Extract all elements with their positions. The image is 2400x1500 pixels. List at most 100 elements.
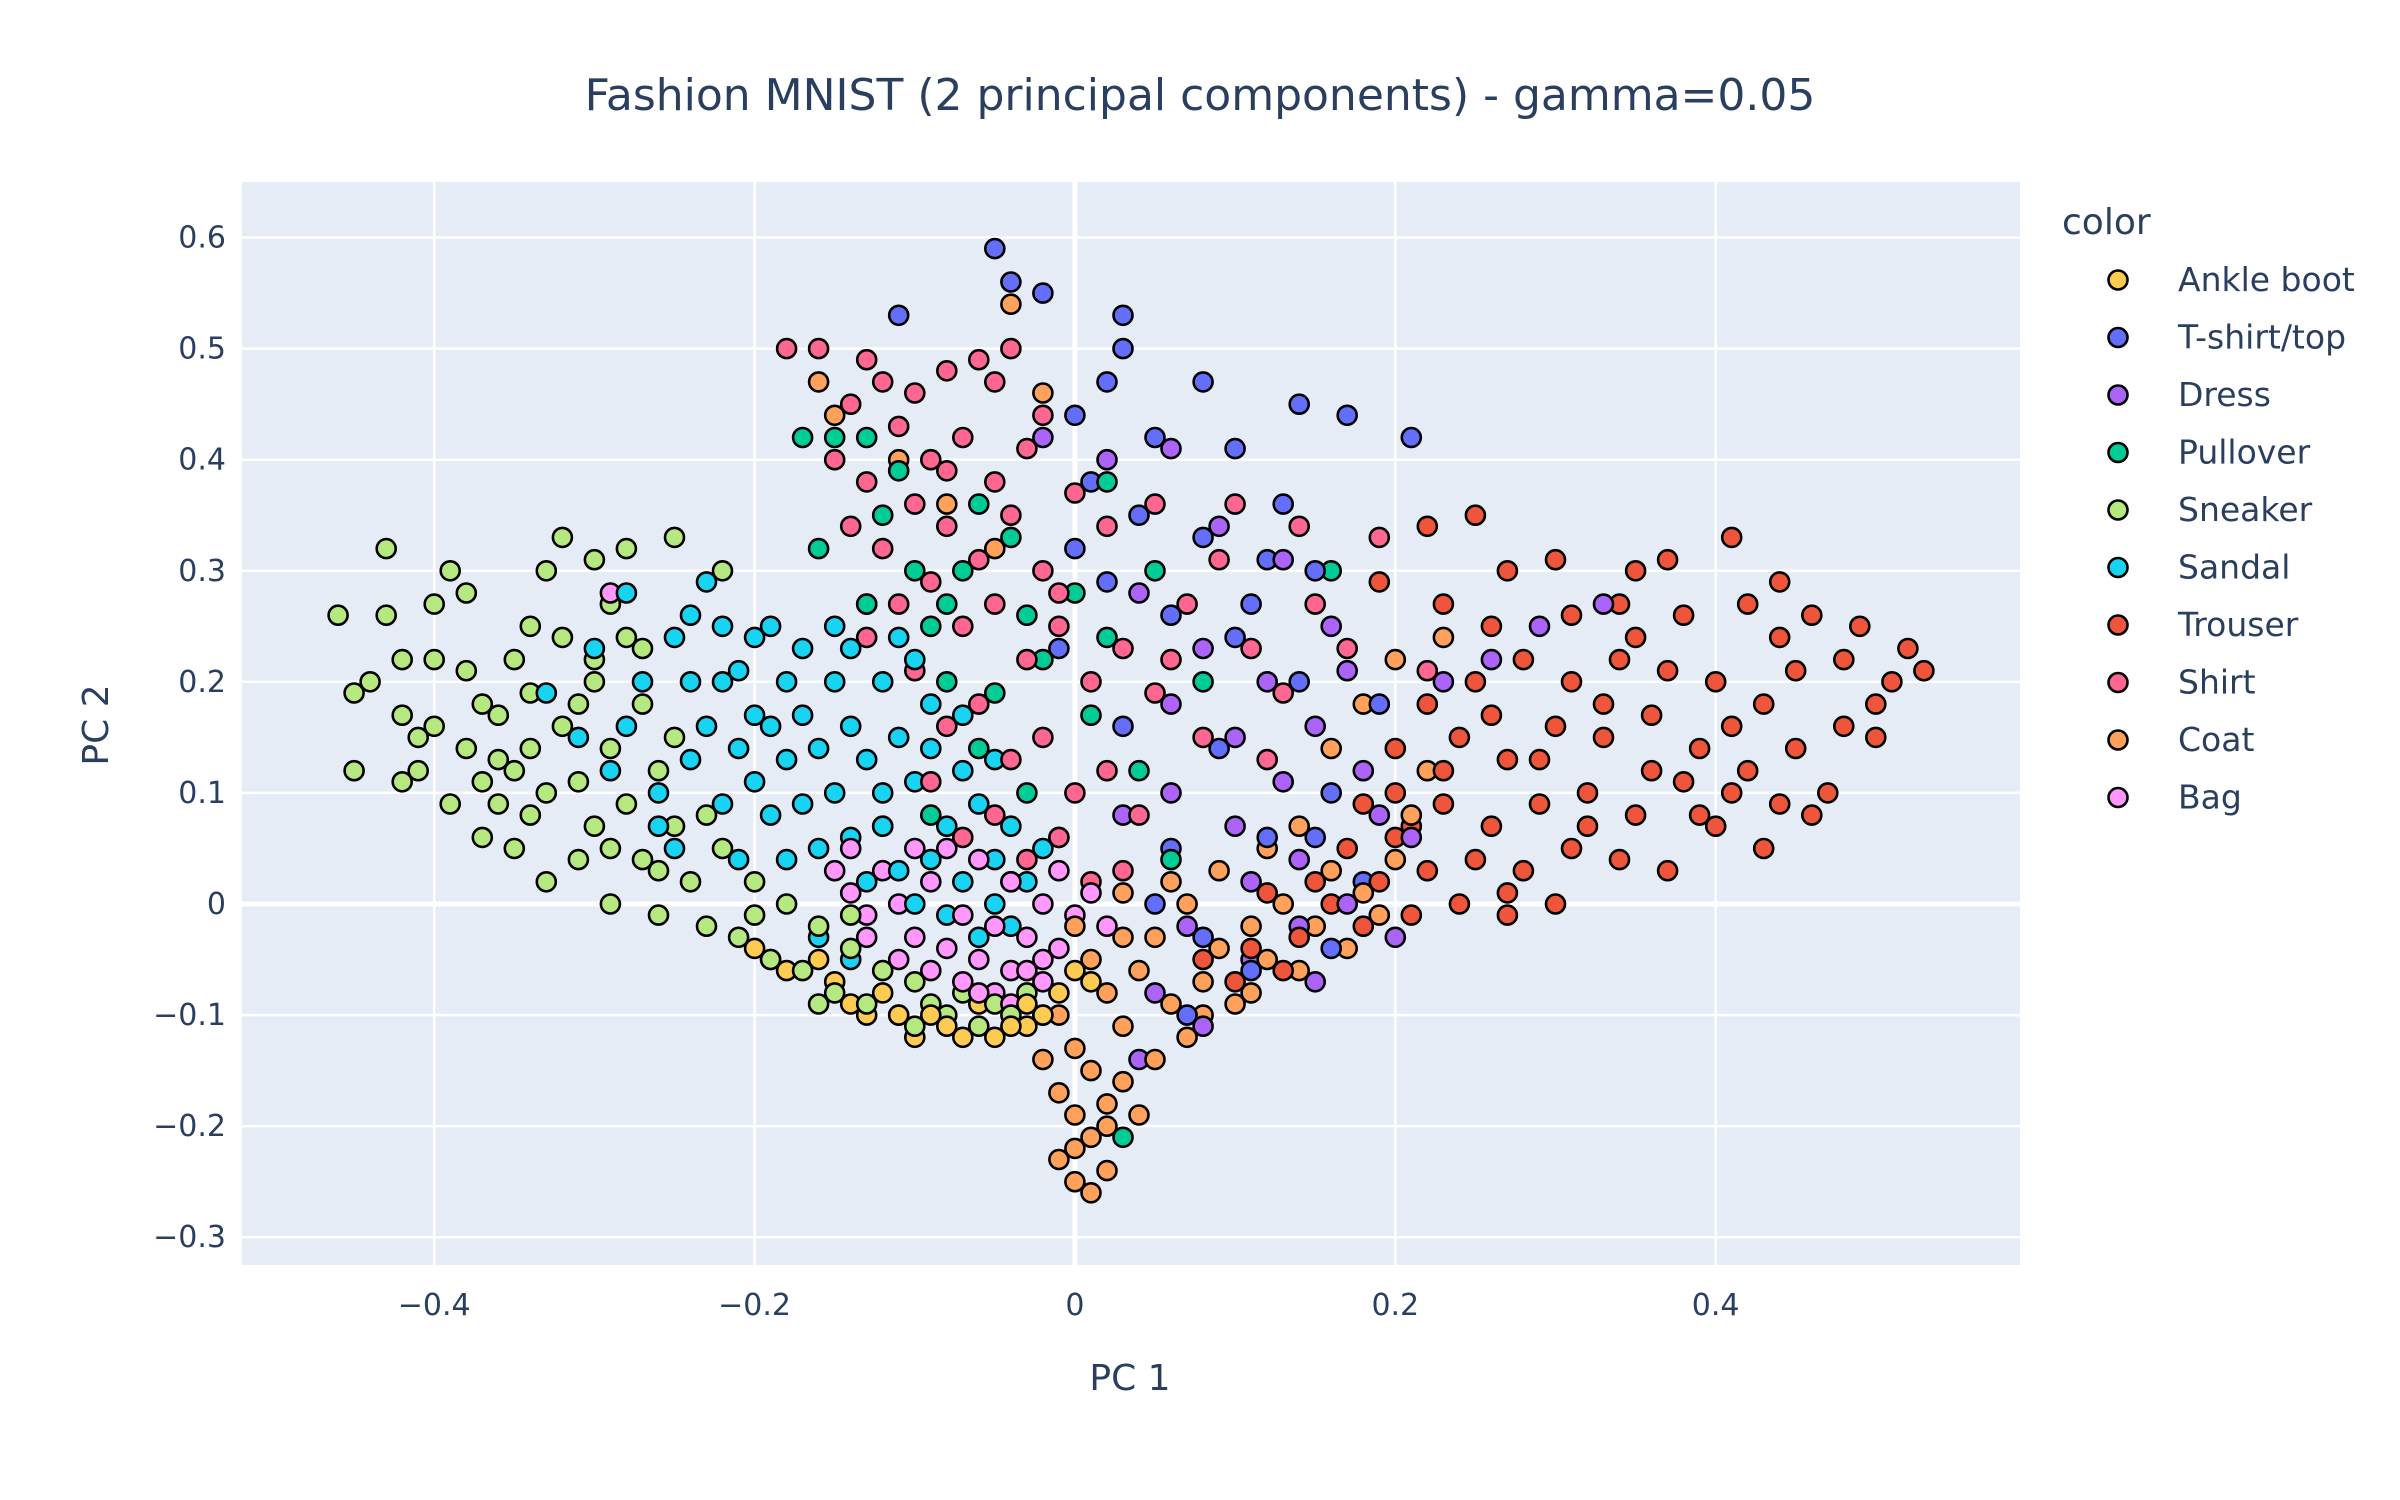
data-point bbox=[567, 726, 590, 749]
data-point bbox=[487, 704, 510, 727]
data-point bbox=[711, 670, 734, 693]
data-point bbox=[1112, 926, 1134, 949]
data-point bbox=[1304, 593, 1326, 615]
data-point bbox=[1288, 515, 1310, 538]
data-point bbox=[1064, 959, 1086, 982]
data-point bbox=[471, 693, 494, 715]
legend-marker bbox=[2107, 729, 2129, 751]
data-point bbox=[887, 415, 910, 438]
data-point bbox=[759, 948, 782, 971]
data-point bbox=[791, 959, 814, 982]
data-point bbox=[1176, 1026, 1198, 1049]
data-point bbox=[1320, 937, 1342, 960]
legend-item[interactable]: Sandal bbox=[2107, 548, 2291, 587]
data-point bbox=[887, 626, 910, 649]
data-point bbox=[1240, 870, 1262, 893]
legend-item[interactable]: Bag bbox=[2107, 778, 2242, 817]
data-point bbox=[1480, 648, 1503, 671]
data-point bbox=[1128, 804, 1150, 826]
data-point bbox=[935, 715, 958, 738]
data-point bbox=[1064, 1037, 1086, 1060]
legend-item[interactable]: Shirt bbox=[2107, 663, 2256, 702]
data-points bbox=[327, 237, 1935, 1204]
data-point bbox=[455, 659, 478, 682]
data-point bbox=[1128, 582, 1150, 604]
data-point bbox=[1160, 782, 1182, 804]
data-point bbox=[519, 737, 542, 760]
data-point bbox=[1048, 615, 1070, 638]
data-point bbox=[1448, 726, 1471, 749]
legend-item[interactable]: Sneaker bbox=[2107, 490, 2313, 529]
data-point bbox=[951, 826, 974, 849]
data-point bbox=[1080, 1059, 1102, 1082]
data-point bbox=[1801, 804, 1823, 826]
data-point bbox=[1128, 759, 1150, 782]
data-point bbox=[1704, 670, 1727, 693]
data-point bbox=[1032, 1004, 1054, 1026]
data-point bbox=[759, 715, 782, 738]
data-point bbox=[1352, 793, 1375, 815]
data-point bbox=[663, 526, 686, 549]
data-point bbox=[1528, 793, 1551, 815]
data-point bbox=[1704, 815, 1727, 838]
data-point bbox=[903, 926, 926, 949]
data-point bbox=[1032, 726, 1054, 749]
legend-label: Ankle boot bbox=[2178, 260, 2355, 299]
data-point bbox=[855, 926, 878, 949]
data-point bbox=[887, 304, 910, 327]
data-point bbox=[1064, 537, 1086, 560]
data-point bbox=[1000, 748, 1022, 771]
data-point bbox=[599, 837, 622, 860]
data-point bbox=[1032, 382, 1054, 404]
legend-item[interactable]: T-shirt/top bbox=[2107, 318, 2347, 357]
data-point bbox=[1240, 593, 1262, 615]
legend-item[interactable]: Pullover bbox=[2107, 433, 2311, 472]
data-point bbox=[951, 759, 974, 782]
data-point bbox=[1672, 604, 1695, 627]
data-point bbox=[839, 937, 862, 960]
data-point bbox=[615, 582, 638, 604]
data-point bbox=[1192, 371, 1214, 393]
data-point bbox=[343, 682, 365, 704]
legend-item[interactable]: Coat bbox=[2107, 720, 2255, 759]
data-point bbox=[1192, 637, 1214, 660]
data-point bbox=[1160, 693, 1182, 715]
data-point bbox=[1192, 926, 1214, 949]
data-point bbox=[1048, 982, 1070, 1004]
data-point bbox=[1384, 648, 1407, 671]
data-point bbox=[1176, 893, 1198, 915]
data-point bbox=[711, 559, 734, 582]
data-point bbox=[1112, 337, 1134, 360]
data-point bbox=[903, 837, 926, 860]
legend-item[interactable]: Ankle boot bbox=[2107, 260, 2355, 299]
x-tick-label: −0.4 bbox=[398, 1288, 471, 1323]
data-point bbox=[887, 726, 910, 749]
data-point bbox=[1768, 626, 1791, 649]
data-point bbox=[1560, 837, 1583, 860]
data-point bbox=[1016, 926, 1038, 949]
data-point bbox=[823, 615, 846, 638]
data-point bbox=[695, 804, 718, 826]
data-point bbox=[791, 637, 814, 660]
y-tick-label: 0.3 bbox=[178, 554, 226, 589]
data-point bbox=[1144, 426, 1166, 449]
data-point bbox=[1016, 648, 1038, 671]
data-point bbox=[695, 715, 718, 738]
data-point bbox=[983, 371, 1006, 393]
data-point bbox=[935, 1015, 958, 1037]
data-point bbox=[1064, 1170, 1086, 1193]
data-point bbox=[1640, 704, 1663, 727]
legend-item[interactable]: Dress bbox=[2107, 375, 2271, 414]
data-point bbox=[983, 915, 1006, 938]
legend-marker bbox=[2107, 499, 2129, 521]
data-point bbox=[951, 904, 974, 926]
data-point bbox=[1560, 604, 1583, 627]
legend-label: Bag bbox=[2178, 778, 2242, 817]
data-point bbox=[855, 993, 878, 1015]
legend-item[interactable]: Trouser bbox=[2107, 605, 2299, 644]
data-point bbox=[359, 670, 381, 693]
legend-marker bbox=[2107, 269, 2129, 291]
data-point bbox=[871, 371, 894, 393]
data-point bbox=[1416, 693, 1439, 715]
data-point bbox=[903, 648, 926, 671]
